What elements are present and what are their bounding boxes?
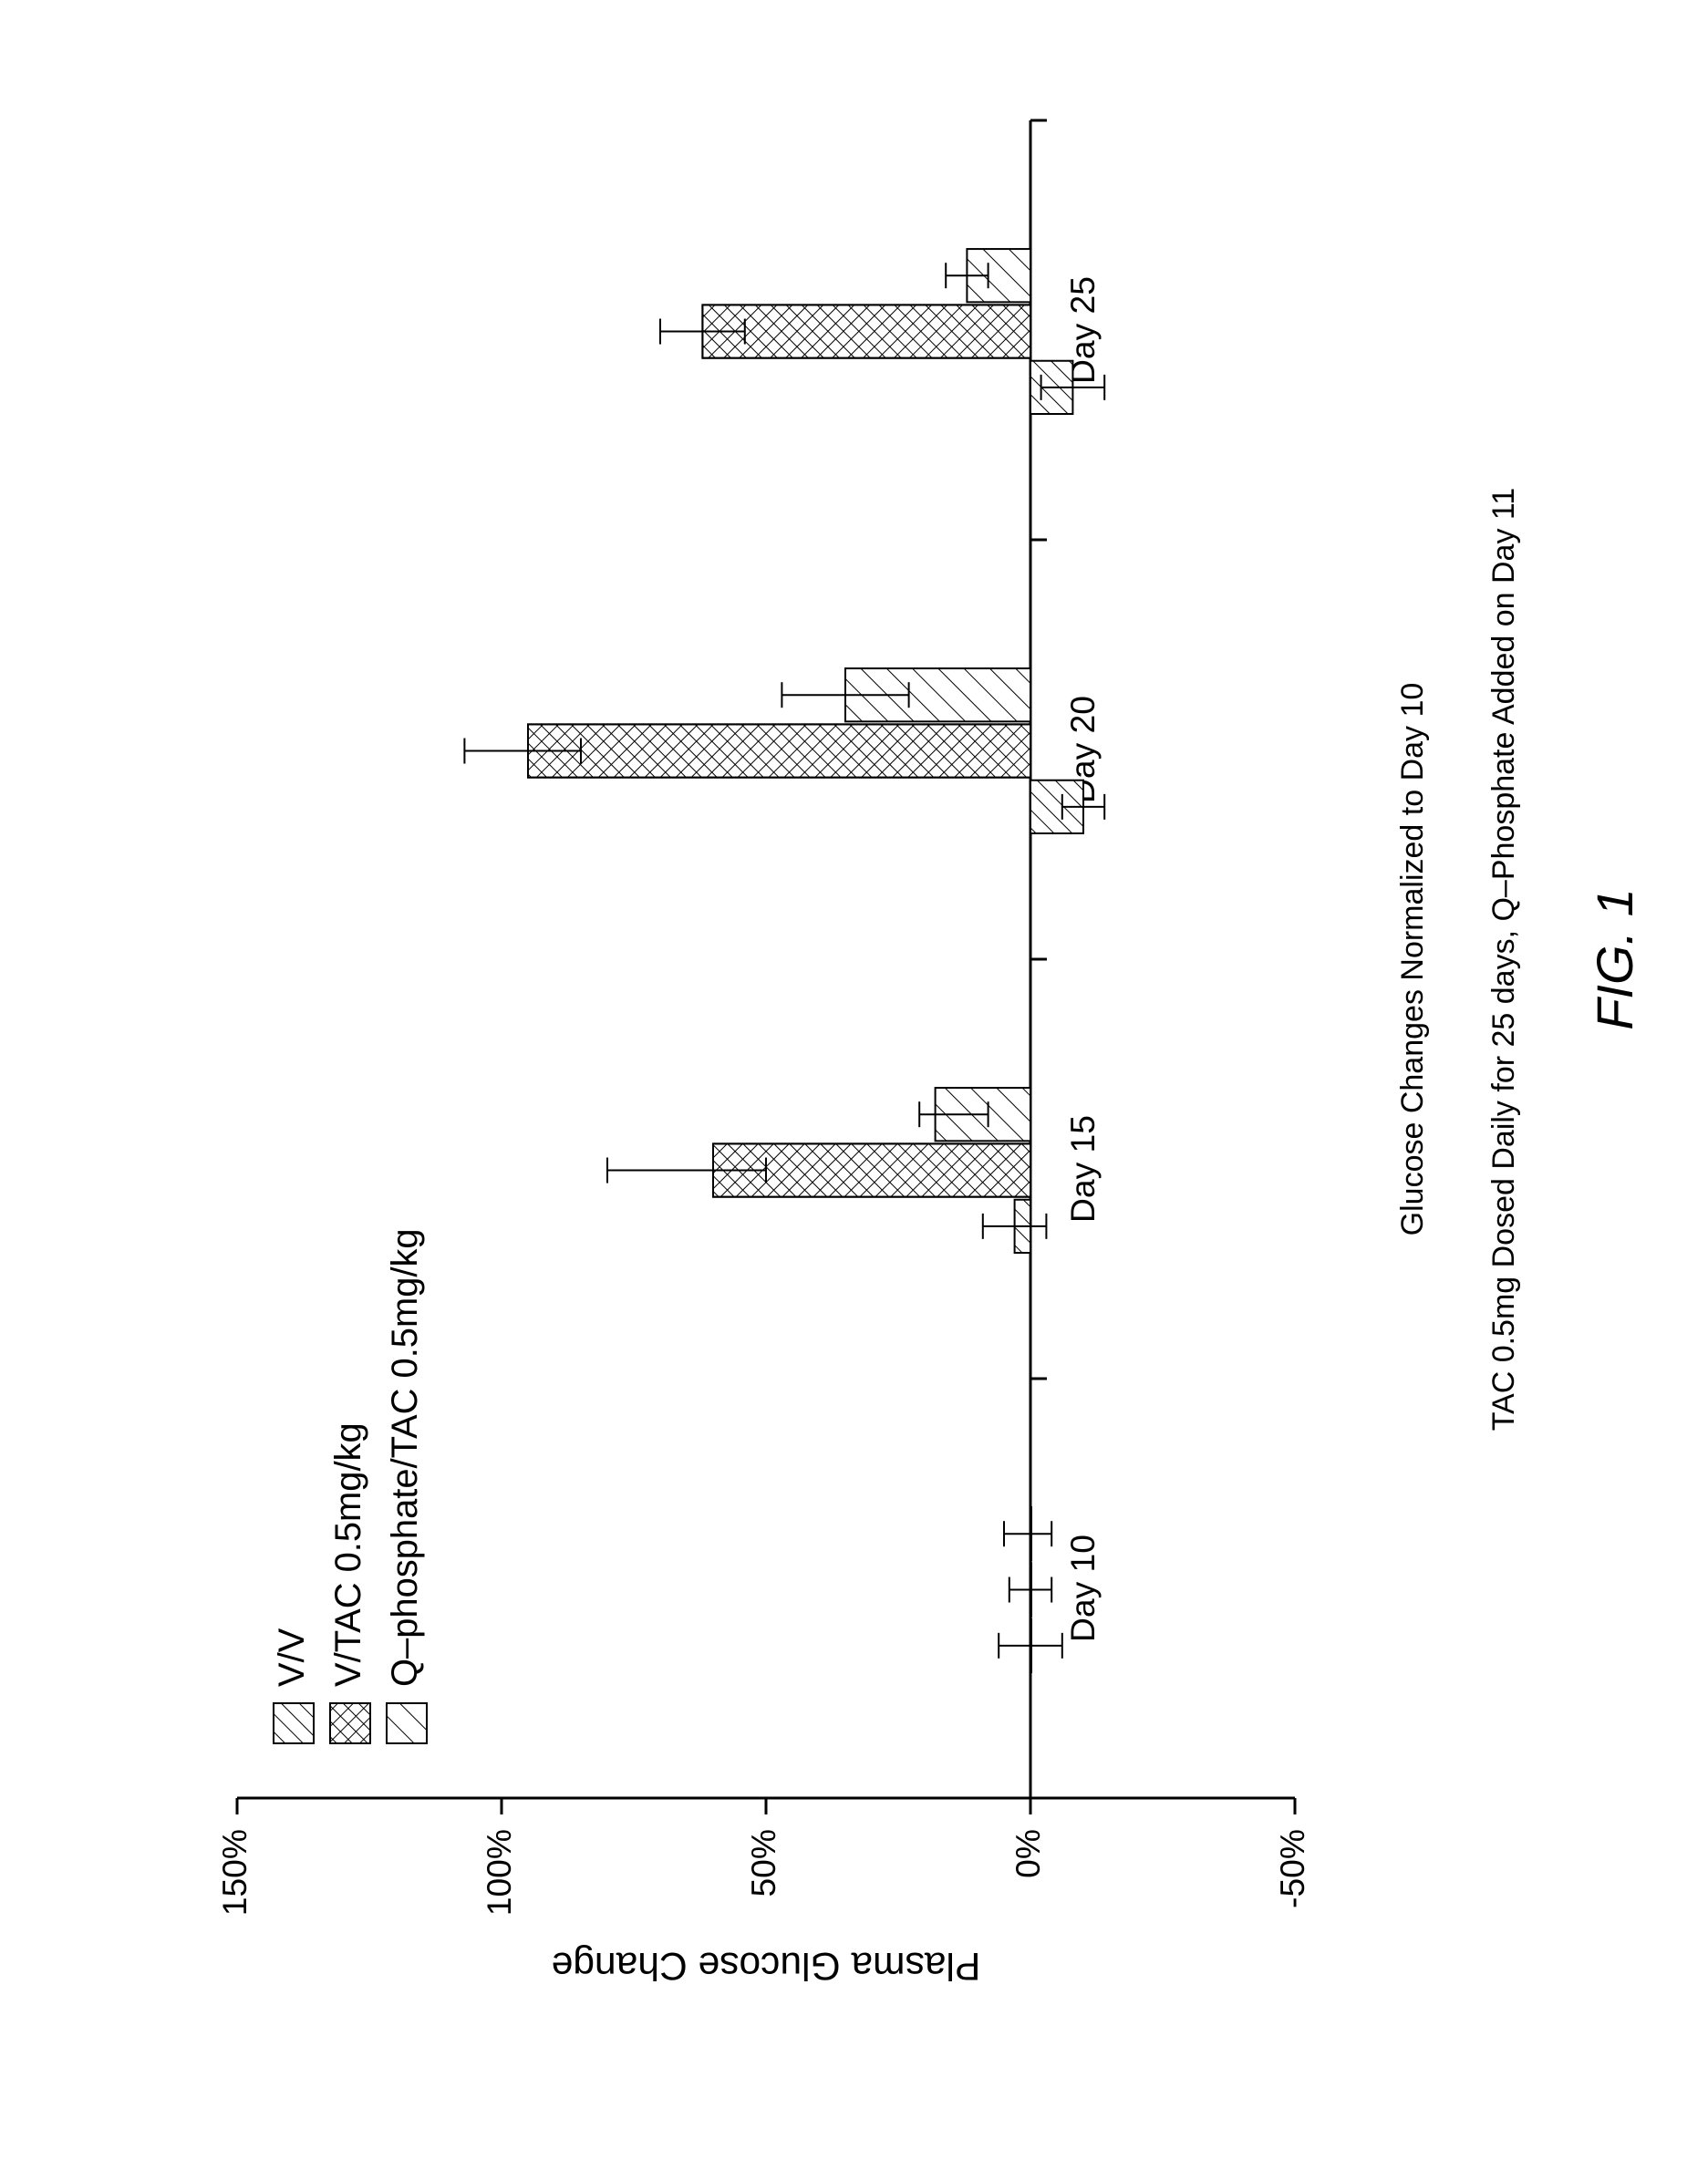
y-axis-label: Plasma Glucose Change <box>552 1944 981 1988</box>
legend: V/V V/TAC 0.5mg/kg Q–phosphate/TAC 0.5mg/k… <box>272 1228 427 1743</box>
legend-swatch <box>274 1703 314 1743</box>
legend-label: Q–phosphate/TAC 0.5mg/kg <box>385 1228 425 1687</box>
chart-svg: -50% 0% 50% 100% 150% Plasma Glucose Change Da… <box>0 0 1708 2181</box>
legend-label: V/V <box>272 1628 312 1687</box>
bars-group <box>464 249 1104 1672</box>
y-tick-label: -50% <box>1273 1829 1311 1908</box>
x-tick-label: Day 10 <box>1063 1535 1102 1642</box>
error-bar <box>1004 1521 1051 1546</box>
bar-vtac-cross <box>528 724 1030 777</box>
subtitle-1: Glucose Changes Normalized to Day 10 <box>1395 683 1430 1236</box>
figure-label: FIG. 1 <box>1586 888 1643 1030</box>
y-tick-label: 100% <box>480 1829 518 1916</box>
rotated-stage: -50% 0% 50% 100% 150% Plasma Glucose Change Da… <box>0 473 1708 2181</box>
legend-label: V/TAC 0.5mg/kg <box>328 1422 368 1687</box>
y-tick-label: 0% <box>1009 1829 1047 1878</box>
subtitle-2: TAC 0.5mg Dosed Daily for 25 days, Q–Pho… <box>1486 488 1521 1431</box>
legend-swatch <box>387 1703 427 1743</box>
axes: -50% 0% 50% 100% 150% Plasma Glucose Change Da… <box>215 120 1311 1988</box>
bar-vtac-cross <box>702 305 1030 357</box>
x-tick-label: Day 15 <box>1063 1115 1102 1223</box>
y-tick-label: 150% <box>215 1829 254 1916</box>
y-tick-label: 50% <box>744 1829 782 1897</box>
